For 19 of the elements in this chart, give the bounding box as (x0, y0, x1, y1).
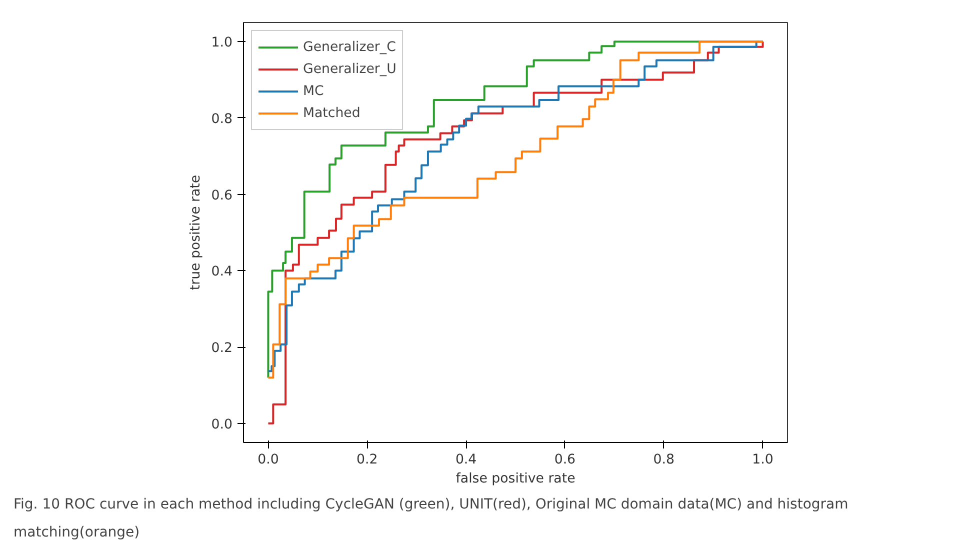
x-tick-label: 0.8 (653, 452, 674, 468)
y-tick-label: 0.4 (211, 264, 233, 280)
y-axis-title: true positive rate (188, 174, 204, 290)
x-tick-label: 0.4 (455, 452, 477, 468)
y-tick-label: 0.2 (211, 341, 233, 356)
x-tick-label: 0.0 (258, 452, 279, 468)
legend-label: MC (303, 84, 324, 98)
legend-label: Generalizer_U (303, 62, 396, 76)
legend-label: Matched (303, 106, 360, 120)
x-axis-title: false positive rate (456, 472, 576, 486)
x-tick-label: 0.2 (356, 452, 378, 468)
y-tick-label: 1.0 (211, 36, 233, 51)
x-tick-label: 1.0 (752, 452, 774, 468)
y-tick-label: 0.0 (211, 417, 233, 432)
y-tick-label: 0.6 (211, 188, 233, 204)
caption: Fig. 10 ROC curve in each method including CycleGAN (green), UNIT(red), Original MC domain data(MC) and histogram matching(orange) (14, 496, 848, 540)
x-tick-label: 0.6 (554, 452, 576, 468)
y-tick-label: 0.8 (211, 112, 233, 127)
legend-label: Generalizer_C (303, 40, 396, 54)
